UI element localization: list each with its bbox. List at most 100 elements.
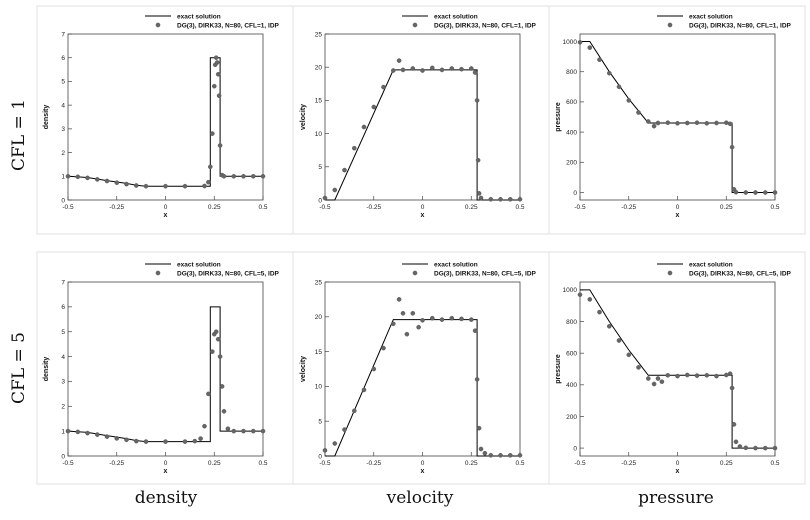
series-point-dg [207,164,213,170]
legend-label-exact: exact solution [434,261,478,268]
series-point-dg [607,323,612,329]
series-point-dg [498,452,503,458]
series-point-dg [731,422,737,427]
series-point-dg [322,448,328,453]
y-tick-label: 0 [573,445,577,452]
series-point-dg [260,428,266,434]
series-point-dg [517,196,523,202]
x-tick-label: 0.25 [720,460,733,467]
y-axis-label: velocity [300,104,307,130]
chart-panel-velocity-1: -0.5 -0.25 0 0.25 0.5 0 5 10 15 20 25 x velocity exac… [300,13,537,219]
series-point-dg [753,190,758,195]
series-point-dg [250,173,256,179]
series-point-dg [651,123,657,129]
series-point-dg [616,84,622,90]
series-point-dg [577,40,583,45]
series-point-dg [371,104,377,110]
series-point-dg [225,426,231,432]
series-point-dg [659,379,665,385]
series-point-dg [482,450,488,456]
series-point-dg [351,145,357,151]
series-point-dg [133,438,139,444]
series-point-dg [429,315,435,321]
y-tick-label: 200 [566,414,577,421]
series-point-dg [231,173,237,179]
series-point-dg [361,124,367,130]
y-tick-label: 0 [61,197,65,204]
series-point-dg [95,432,100,437]
y-tick-label: 0 [318,197,322,204]
x-tick-label: 0 [676,204,680,211]
series-point-dg [476,425,482,431]
x-tick-label: 0 [421,460,425,467]
series-point-dg [202,183,207,189]
series-point-dg [143,183,149,189]
y-tick-label: 5 [61,79,65,86]
y-tick-label: 3 [61,126,65,133]
x-tick-label: -0.5 [319,204,331,211]
series-point-dg [182,439,188,444]
series-point-dg [214,60,220,65]
x-tick-label: -0.5 [62,460,74,467]
plot-axes-box [324,33,521,201]
y-tick-label: 0 [61,453,65,460]
chart-panel-pressure-1: -0.5 -0.25 0 0.25 0.5 0 200 400 600 800 1000 x press… [555,13,792,219]
series-point-dg [737,444,743,449]
series-point-dg [675,373,680,379]
series-line-exact-solution [325,69,520,201]
series-point-dg [215,336,221,342]
legend-label-exact: exact solution [689,13,733,20]
series-point-dg [217,354,223,359]
y-axis-label: pressure [555,102,562,132]
series-point-dg [420,68,425,73]
series-point-dg [114,436,120,441]
series-point-dg [474,377,480,382]
series-point-dg [202,423,207,429]
row-label-cfl1: CFL = 1 [4,40,34,230]
y-axis-label: density [43,105,50,130]
series-line-exact-solution [580,41,775,193]
series-point-dg [381,345,386,351]
series-point-dg [459,66,464,72]
x-axis-label: x [164,468,168,475]
series-point-dg [449,66,455,71]
x-tick-label: -0.5 [574,460,586,467]
series-point-dg [332,187,338,193]
x-axis-label: x [676,468,680,475]
row-label-cfl5-text: CFL = 5 [9,331,29,404]
series-line-exact-solution [67,57,263,187]
row-label-cfl5: CFL = 5 [4,255,34,480]
col-label-velocity: velocity [386,488,454,508]
series-point-dg [65,173,71,179]
series-point-dg [646,119,651,124]
legend-label-dg: DG(3), DIRK33, N=80, CFL=5, IDP [689,270,792,277]
series-point-dg [607,70,612,76]
y-tick-label: 6 [61,304,65,311]
series-point-dg [472,328,478,334]
y-tick-label: 600 [566,99,577,106]
series-point-dg [213,55,219,61]
series-point-dg [206,179,211,185]
series-point-dg [114,180,120,185]
series-point-dg [685,372,690,378]
series-point-dg [651,381,657,387]
series-point-dg [217,143,223,148]
series-point-dg [219,384,225,389]
y-tick-label: 800 [566,69,577,76]
y-tick-label: 15 [315,349,323,356]
col-label-density: density [134,488,198,508]
series-point-dg [410,66,416,71]
y-tick-label: 6 [61,55,65,62]
x-axis-label: x [421,468,425,475]
series-point-dg [400,310,406,316]
y-tick-label: 0 [318,453,322,460]
y-tick-label: 1 [61,174,65,181]
series-point-dg [743,445,749,451]
series-point-dg [694,373,700,378]
x-tick-label: -0.5 [574,204,586,211]
x-tick-label: 0.5 [770,460,779,467]
series-point-dg [163,439,168,444]
series-point-dg [665,120,671,125]
series-line-exact-solution [580,289,775,449]
